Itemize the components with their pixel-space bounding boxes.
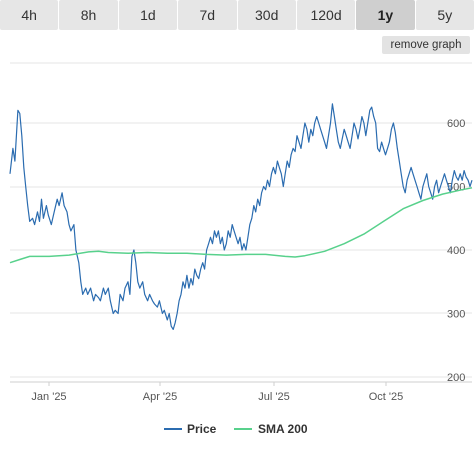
y-tick-label: 600 bbox=[447, 118, 465, 130]
legend-label[interactable]: SMA 200 bbox=[258, 422, 308, 436]
chart-grid bbox=[10, 62, 472, 383]
timeframe-tabs: 4h 8h 1d 7d 30d 120d 1y 5y bbox=[0, 0, 474, 30]
tab-1d[interactable]: 1d bbox=[118, 0, 178, 30]
tab-5y[interactable]: 5y bbox=[415, 0, 474, 30]
series-line-sma-200 bbox=[9, 187, 473, 264]
tab-1y[interactable]: 1y bbox=[356, 0, 415, 30]
chart-series bbox=[9, 103, 473, 330]
x-tick-label: Apr '25 bbox=[143, 391, 178, 403]
series-line-price bbox=[9, 103, 473, 330]
tab-30d[interactable]: 30d bbox=[237, 0, 296, 30]
tab-7d[interactable]: 7d bbox=[178, 0, 237, 30]
legend-label[interactable]: Price bbox=[187, 422, 217, 436]
y-tick-label: 400 bbox=[447, 245, 465, 257]
tab-120d[interactable]: 120d bbox=[296, 0, 356, 30]
remove-graph-button[interactable]: remove graph bbox=[382, 36, 470, 54]
x-tick-label: Jul '25 bbox=[258, 391, 289, 403]
y-tick-label: 300 bbox=[447, 309, 465, 321]
tab-4h[interactable]: 4h bbox=[0, 0, 59, 30]
x-tick-label: Jan '25 bbox=[31, 391, 66, 403]
chart-legend: Price SMA 200 bbox=[164, 422, 308, 436]
y-tick-label: 200 bbox=[447, 372, 465, 384]
x-tick-label: Oct '25 bbox=[369, 391, 404, 403]
x-axis-ticks: Jan '25 Apr '25 Jul '25 Oct '25 bbox=[31, 382, 403, 403]
tab-8h[interactable]: 8h bbox=[59, 0, 118, 30]
